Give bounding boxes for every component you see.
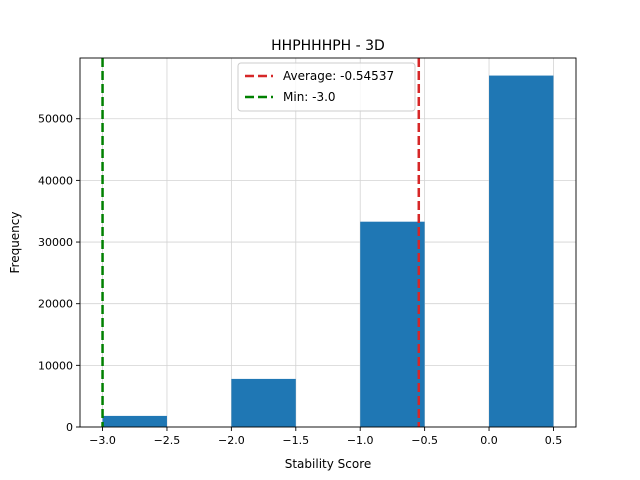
histogram-bar bbox=[102, 415, 167, 427]
bars bbox=[102, 75, 554, 428]
y-axis-ticks: 0 10000 20000 30000 40000 50000 bbox=[38, 113, 80, 434]
y-axis-label: Frequency bbox=[8, 212, 22, 274]
plot-frame bbox=[79, 57, 577, 428]
x-tick-label: 0.5 bbox=[545, 434, 563, 447]
chart-title: HHPHHHPH - 3D bbox=[271, 38, 385, 54]
legend: Average: -0.54537 Min: -3.0 bbox=[237, 62, 416, 112]
x-tick-label: −1.0 bbox=[347, 434, 374, 447]
x-tick-label: −0.5 bbox=[411, 434, 438, 447]
y-tick-label: 30000 bbox=[38, 236, 73, 249]
legend-label: Min: -3.0 bbox=[283, 90, 336, 104]
y-tick-label: 10000 bbox=[38, 359, 73, 372]
histogram-bar bbox=[360, 221, 425, 427]
legend-label: Average: -0.54537 bbox=[283, 69, 394, 83]
x-tick-label: −2.0 bbox=[218, 434, 245, 447]
x-tick-label: 0.0 bbox=[480, 434, 498, 447]
x-tick-label: −3.0 bbox=[89, 434, 116, 447]
y-tick-label: 20000 bbox=[38, 298, 73, 311]
x-axis-label: Stability Score bbox=[285, 457, 372, 471]
reference-lines bbox=[101, 58, 421, 427]
legend-box bbox=[237, 62, 416, 112]
y-tick-label: 50000 bbox=[38, 113, 73, 126]
y-tick-label: 40000 bbox=[38, 174, 73, 187]
x-axis-ticks: −3.0 −2.5 −2.0 −1.5 −1.0 −0.5 0.0 0.5 bbox=[89, 427, 562, 447]
histogram-bar bbox=[231, 378, 296, 427]
y-tick-label: 0 bbox=[66, 421, 73, 434]
x-tick-label: −2.5 bbox=[154, 434, 181, 447]
x-tick-label: −1.5 bbox=[282, 434, 309, 447]
histogram-bar bbox=[489, 75, 554, 428]
